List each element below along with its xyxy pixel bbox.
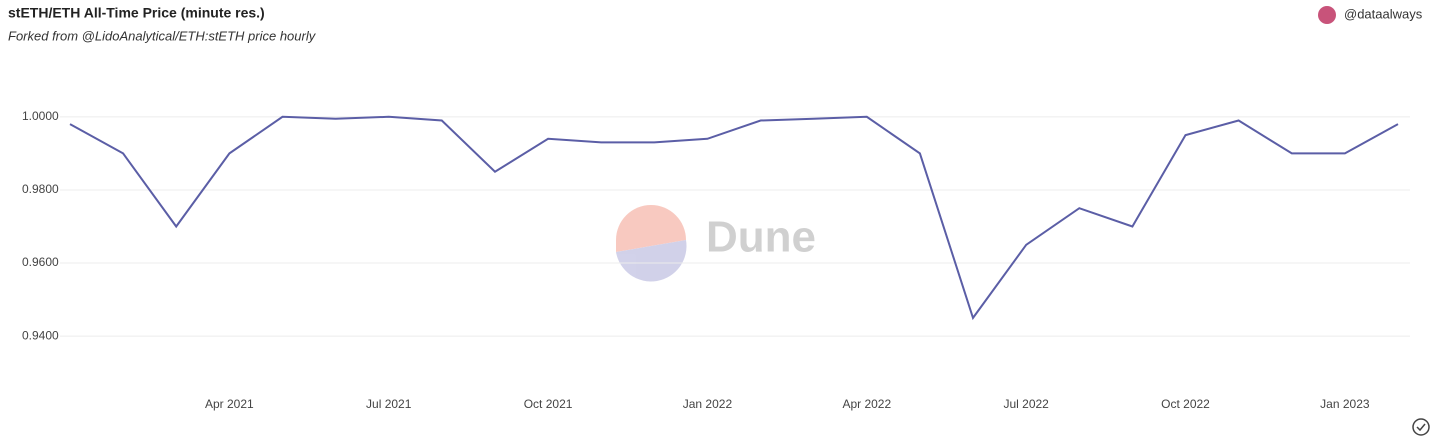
- y-tick-label: 1.0000: [22, 109, 59, 123]
- chart-subtitle: Forked from @LidoAnalytical/ETH:stETH pr…: [8, 28, 317, 43]
- x-tick-label: Apr 2022: [842, 397, 891, 411]
- x-tick-label: Apr 2021: [205, 397, 254, 411]
- watermark: Dune: [616, 205, 816, 282]
- x-tick-label: Jan 2022: [683, 397, 733, 411]
- x-tick-label: Jul 2022: [1003, 397, 1049, 411]
- author[interactable]: @dataalways: [1344, 6, 1423, 21]
- y-tick-label: 0.9400: [22, 328, 59, 342]
- y-tick-label: 0.9800: [22, 182, 59, 196]
- y-tick-label: 0.9600: [22, 255, 59, 269]
- x-tick-label: Jul 2021: [366, 397, 412, 411]
- x-tick-label: Oct 2022: [1161, 397, 1210, 411]
- x-tick-label: Oct 2021: [524, 397, 573, 411]
- watermark-text: Dune: [706, 213, 816, 262]
- check-icon[interactable]: [1412, 418, 1430, 436]
- avatar[interactable]: [1318, 6, 1336, 24]
- chart-title: stETH/ETH All-Time Price (minute res.): [8, 5, 265, 21]
- x-tick-label: Jan 2023: [1320, 397, 1370, 411]
- price-line: [69, 115, 1399, 321]
